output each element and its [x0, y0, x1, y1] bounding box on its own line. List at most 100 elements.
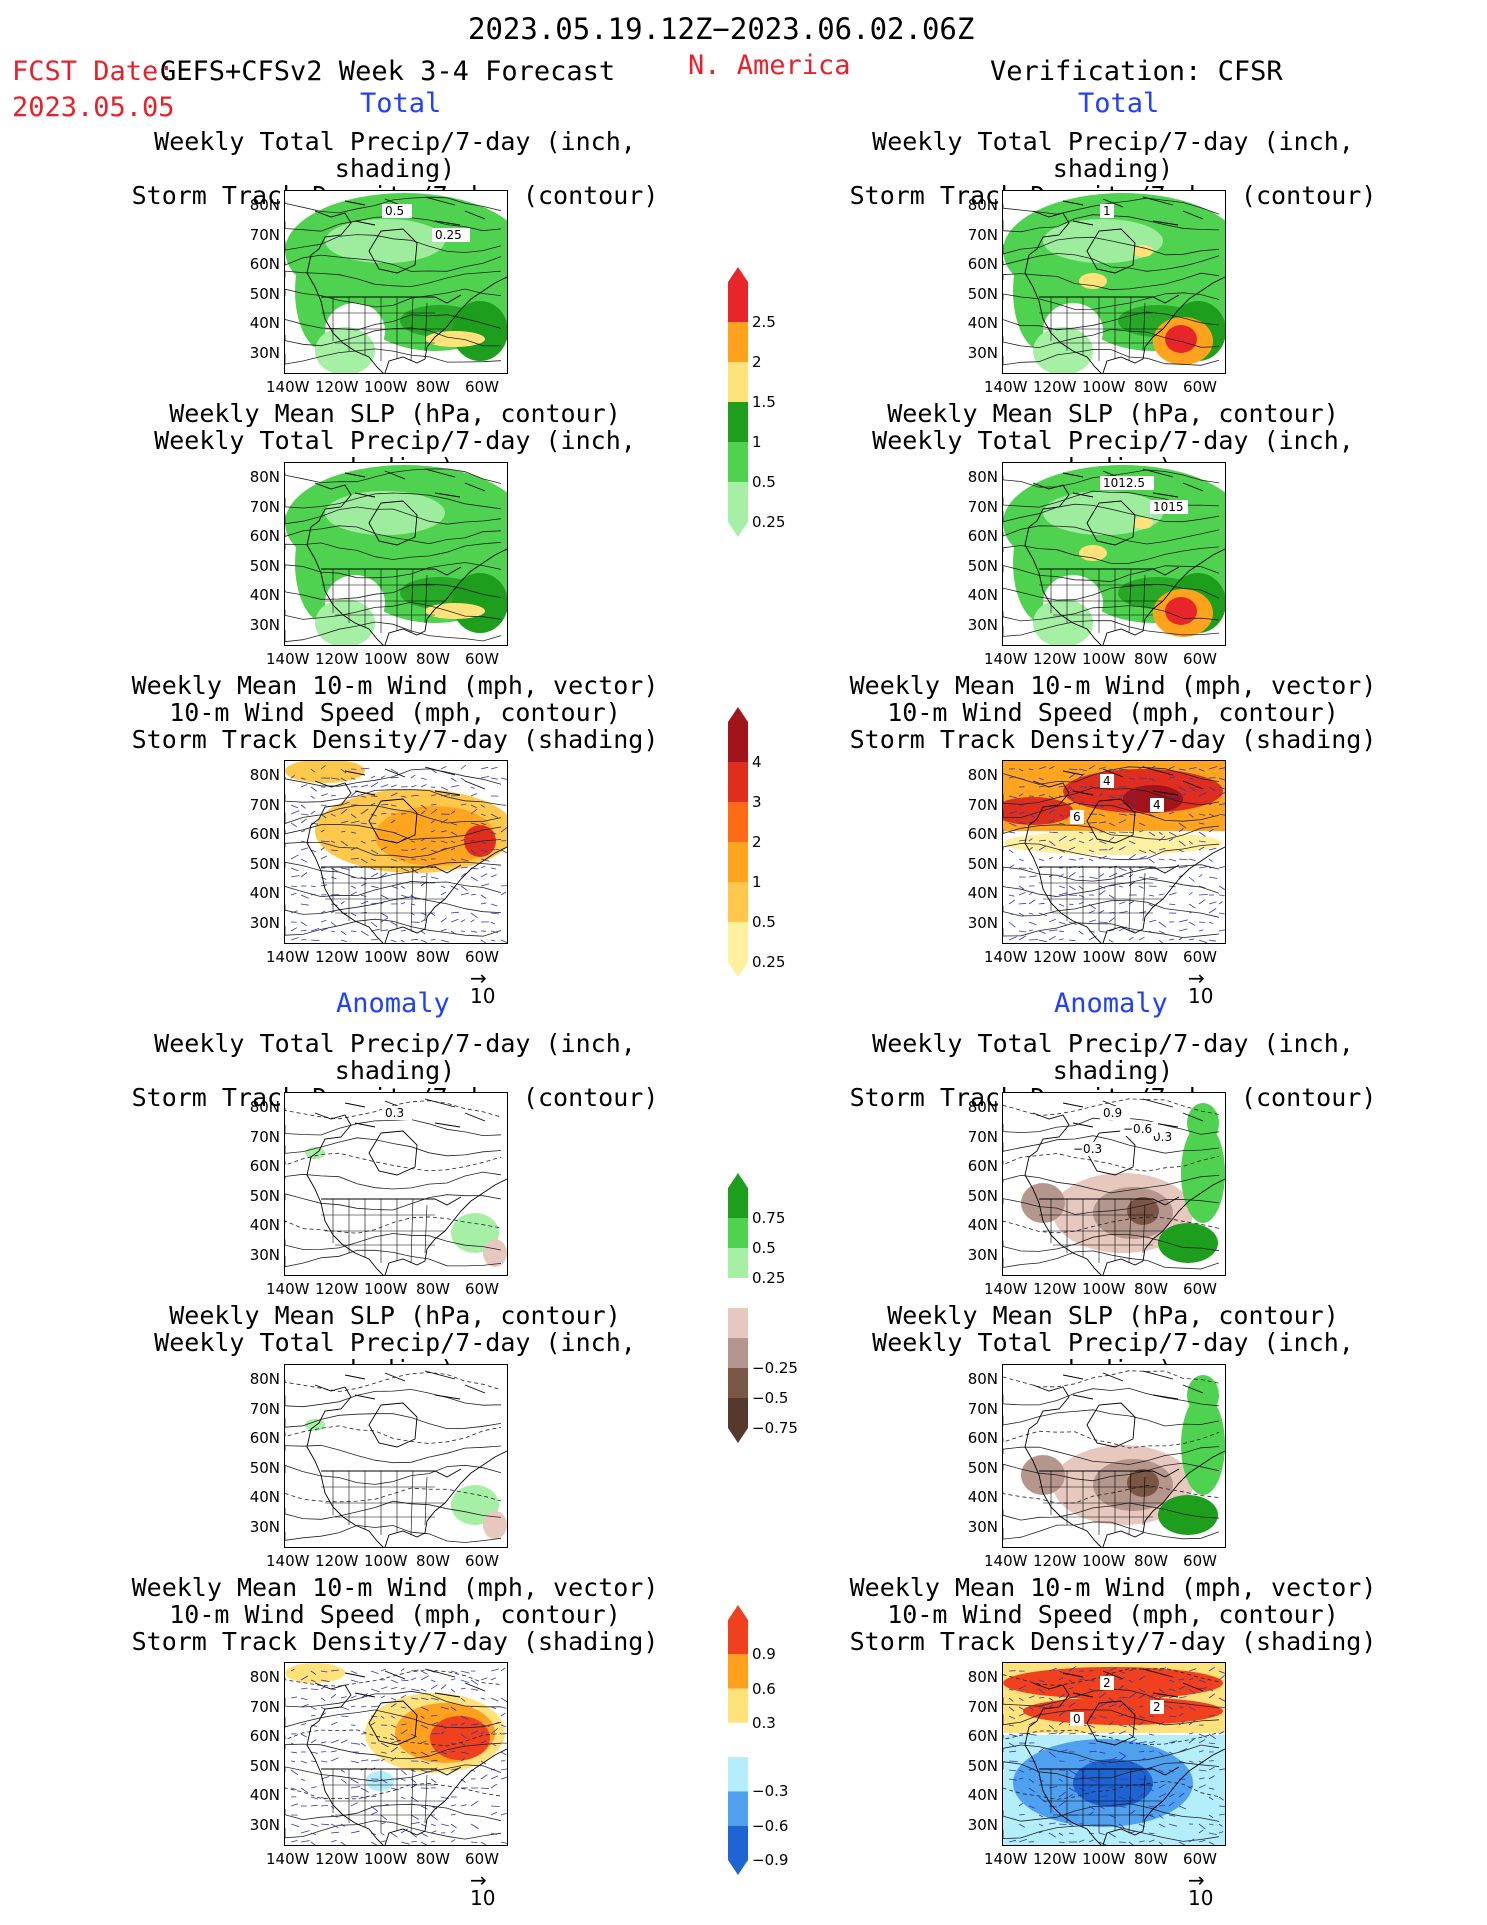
colorbar-label: 1: [752, 433, 762, 451]
lon-tick-label: 80W: [416, 1552, 450, 1570]
lat-tick-label: 70N: [249, 1127, 280, 1146]
lon-tick-label: 100W: [1082, 378, 1126, 396]
colorbar-label: 2: [752, 833, 762, 851]
lat-tick-label: 30N: [249, 1245, 280, 1264]
vector-reference-value: 10: [470, 984, 496, 1008]
lat-tick-label: 70N: [249, 795, 280, 814]
contour-label-bg: [1100, 476, 1154, 490]
colorbar-segment: [728, 922, 748, 962]
lon-tick-label: 60W: [465, 1280, 499, 1298]
lat-tick-label: 50N: [967, 854, 998, 873]
lat-tick-label: 80N: [249, 1370, 280, 1388]
lon-tick-label: 80W: [1134, 948, 1168, 966]
map-fc-total-wind: [284, 760, 508, 944]
lon-tick-label: 120W: [1033, 948, 1077, 966]
lat-tick-label: 30N: [967, 1245, 998, 1264]
contour-label: 1: [1103, 204, 1111, 218]
section-total-right: Total: [1078, 88, 1160, 119]
vector-reference: → 10: [470, 966, 496, 1008]
map-canvas: 0.90.3−0.3−0.6: [1003, 1093, 1225, 1275]
vector-reference-arrow-icon: →: [1188, 966, 1205, 990]
lon-tick-label: 80W: [416, 948, 450, 966]
lon-tick-label: 60W: [1183, 378, 1217, 396]
lat-tick-label: 60N: [967, 255, 998, 273]
lat-tick-label: 40N: [249, 1786, 280, 1804]
contour-label-bg: [1100, 774, 1114, 788]
colorbar-label: 3: [752, 793, 762, 811]
colorbar-segment: [728, 482, 748, 522]
lon-tick-label: 60W: [465, 948, 499, 966]
contour-label: 0.9: [1103, 1106, 1122, 1120]
colorbar-segment: [728, 707, 748, 722]
lon-tick-label: 80W: [1134, 378, 1168, 396]
map-canvas: 1: [1003, 191, 1225, 373]
lon-tick-label: 60W: [1183, 1552, 1217, 1570]
contour-label: 2: [1153, 1700, 1161, 1714]
lat-tick-label: 60N: [249, 255, 280, 273]
panel-title-line: Weekly Mean SLP (hPa, contour): [887, 1301, 1339, 1330]
colorbar-segment: [728, 1605, 748, 1620]
lat-tick-label: 60N: [967, 527, 998, 545]
map-ob-anom-wind: 2 2 0: [1002, 1662, 1226, 1846]
lat-tick-label: 30N: [249, 913, 280, 932]
contour-label-bg: [1150, 798, 1164, 812]
section-total-left: Total: [360, 88, 442, 119]
panel-title-line: 10-m Wind Speed (mph, contour): [887, 1600, 1339, 1629]
lon-tick-label: 140W: [266, 650, 310, 668]
panel-title-line: Storm Track Density/7-day (shading): [131, 725, 659, 754]
lat-tick-label: 80N: [249, 1098, 280, 1116]
colorbar-label: 0.9: [752, 1645, 776, 1664]
lon-tick-label: 120W: [315, 1280, 359, 1298]
lat-tick-label: 70N: [249, 1697, 280, 1716]
map-canvas: 2 2 0: [1003, 1663, 1225, 1845]
colorbar-segment: [728, 522, 748, 537]
lat-tick-label: 30N: [967, 343, 998, 362]
lon-tick-label: 100W: [364, 650, 408, 668]
vector-reference-arrow-icon: →: [470, 966, 487, 990]
panel-title-line: Storm Track Density/7-day (shading): [849, 1627, 1377, 1656]
region-label: N. America: [688, 50, 851, 81]
colorbar-segment: [728, 962, 748, 977]
lat-tick-label: 60N: [967, 1429, 998, 1447]
colorbar-segment: [728, 762, 748, 802]
colorbar-label: 2.5: [752, 313, 776, 331]
lat-tick-label: 40N: [249, 586, 280, 604]
lat-tick-label: 40N: [967, 586, 998, 604]
colorbar-label: 0.5: [752, 473, 776, 491]
lat-tick-label: 50N: [249, 854, 280, 873]
map-ob-anom-precip: 0.9 0.3 −0.3 −0.6: [1002, 1092, 1226, 1276]
lat-tick-label: 50N: [249, 284, 280, 303]
colorbar-segment: [728, 267, 748, 282]
lon-tick-label: 120W: [1033, 1552, 1077, 1570]
map-canvas: [285, 1365, 507, 1547]
map-ob-total-wind: 4 4 6: [1002, 760, 1226, 944]
lat-tick-label: 80N: [249, 468, 280, 486]
panel-title-line: Weekly Mean 10-m Wind (mph, vector): [131, 1573, 659, 1602]
panel-title-ob-anom-wind: Weekly Mean 10-m Wind (mph, vector) 10-m …: [818, 1574, 1408, 1655]
contour-label-bg: [432, 228, 470, 242]
contour-label: 1012.5: [1103, 476, 1145, 490]
panel-title-line: Weekly Total Precip/7-day (inch, shading…: [872, 1029, 1354, 1085]
vector-reference: → 10: [1188, 966, 1213, 1008]
contour-label-bg: [1150, 500, 1188, 514]
lon-tick-label: 120W: [1033, 1850, 1077, 1868]
map-canvas: 0.3: [285, 1093, 507, 1275]
vector-reference-value: 10: [470, 1886, 496, 1910]
lon-tick-label: 140W: [266, 1280, 310, 1298]
period-title: 2023.05.19.12Z−2023.06.02.06Z: [468, 12, 975, 46]
colorbar-segment: [728, 802, 748, 842]
colorbar-segment: [728, 1757, 748, 1792]
contour-label-bg: [382, 204, 412, 218]
colorbar-segment: [728, 1368, 748, 1398]
colorbar-segment: [728, 1173, 748, 1188]
lat-tick-label: 50N: [967, 1756, 998, 1775]
map-canvas: 0.5 0.25: [285, 191, 507, 373]
panel-title-fc-total-slp: Weekly Mean SLP (hPa, contour) Weekly Tot…: [100, 400, 690, 481]
map-canvas: 1012.5 1015: [1003, 463, 1225, 645]
panel-title-line: Weekly Mean 10-m Wind (mph, vector): [849, 1573, 1377, 1602]
map-fc-total-slp: [284, 462, 508, 646]
lat-tick-label: 40N: [967, 314, 998, 332]
colorbar-segment: [728, 1791, 748, 1826]
colorbar-segment: [728, 1278, 748, 1308]
map-canvas: [285, 761, 507, 943]
